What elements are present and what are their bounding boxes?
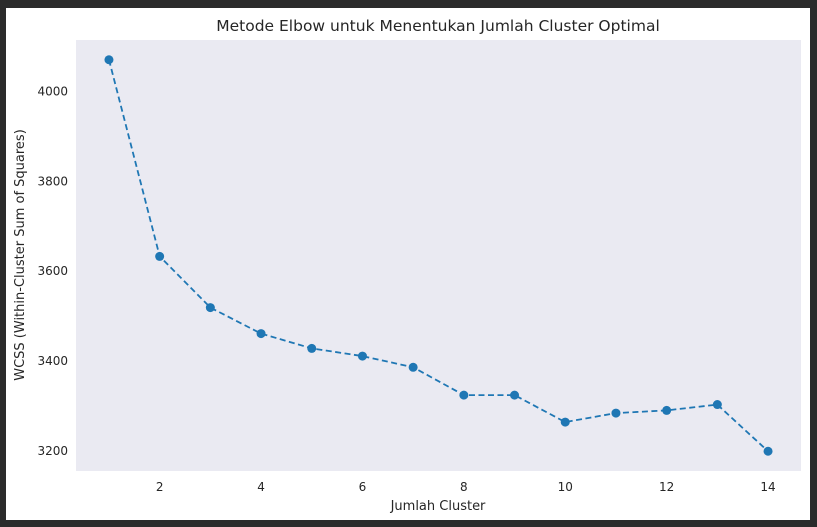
series-wcss bbox=[104, 55, 773, 456]
elbow-chart: Metode Elbow untuk Menentukan Jumlah Clu… bbox=[13, 17, 801, 514]
y-tick-labels: 3200 3400 3600 3800 4000 bbox=[37, 85, 68, 458]
data-point bbox=[712, 400, 722, 410]
x-tick-label: 12 bbox=[659, 480, 674, 494]
x-tick-label: 2 bbox=[156, 480, 164, 494]
data-point bbox=[155, 251, 165, 261]
data-point bbox=[662, 405, 672, 415]
x-tick-label: 4 bbox=[257, 480, 265, 494]
data-point bbox=[459, 390, 469, 400]
y-axis-label: WCSS (Within-Cluster Sum of Squares) bbox=[13, 129, 28, 381]
x-axis-label: Jumlah Cluster bbox=[390, 499, 486, 514]
data-point bbox=[560, 417, 570, 427]
x-tick-label: 10 bbox=[558, 480, 573, 494]
data-point bbox=[763, 446, 773, 456]
data-point bbox=[104, 55, 114, 65]
y-tick-label: 4000 bbox=[37, 85, 68, 99]
data-point bbox=[357, 351, 367, 361]
y-tick-label: 3200 bbox=[37, 444, 68, 458]
plot-area bbox=[76, 40, 801, 471]
x-tick-labels: 2 4 6 8 10 12 14 bbox=[156, 480, 776, 494]
figure: Metode Elbow untuk Menentukan Jumlah Clu… bbox=[6, 8, 810, 520]
x-tick-label: 8 bbox=[460, 480, 468, 494]
y-tick-label: 3800 bbox=[37, 174, 68, 188]
data-point bbox=[205, 303, 215, 313]
data-point bbox=[408, 362, 418, 372]
y-tick-label: 3400 bbox=[37, 354, 68, 368]
data-point bbox=[611, 408, 621, 418]
series-line bbox=[108, 59, 769, 452]
x-tick-label: 6 bbox=[359, 480, 367, 494]
chart-title: Metode Elbow untuk Menentukan Jumlah Clu… bbox=[216, 17, 660, 35]
data-point bbox=[307, 343, 317, 353]
x-tick-label: 14 bbox=[760, 480, 775, 494]
data-point bbox=[510, 390, 520, 400]
y-tick-label: 3600 bbox=[37, 264, 68, 278]
data-point bbox=[256, 329, 266, 339]
